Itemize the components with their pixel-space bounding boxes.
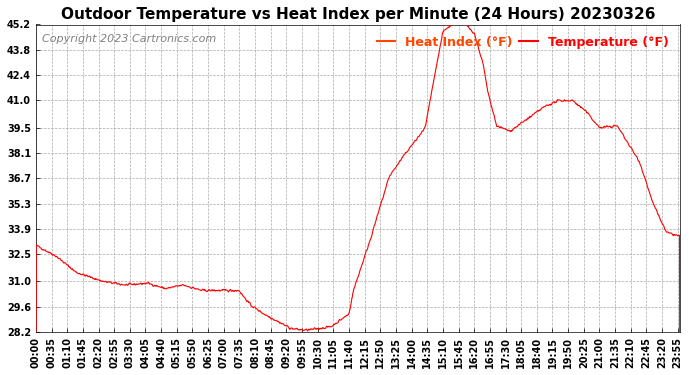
Title: Outdoor Temperature vs Heat Index per Minute (24 Hours) 20230326: Outdoor Temperature vs Heat Index per Mi… xyxy=(61,7,656,22)
Text: Copyright 2023 Cartronics.com: Copyright 2023 Cartronics.com xyxy=(42,34,217,44)
Legend: Heat Index (°F), Temperature (°F): Heat Index (°F), Temperature (°F) xyxy=(371,31,673,54)
